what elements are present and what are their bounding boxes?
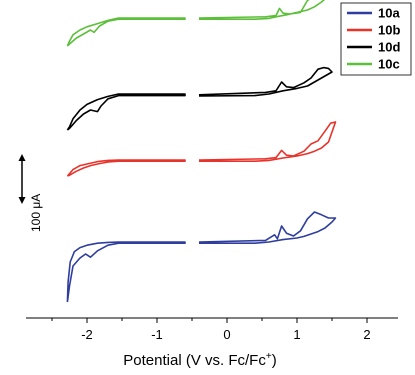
x-tick-label-2: 2 <box>363 327 370 342</box>
x-tick-label-0: 0 <box>223 327 230 342</box>
trace-10d-cathodic <box>66 93 186 131</box>
x-tick-label--2: -2 <box>81 327 93 342</box>
x-axis-title-superscript: + <box>266 351 272 362</box>
x-axis-title-tail: ) <box>272 352 277 369</box>
trace-10a-anodic <box>198 211 337 244</box>
trace-group <box>66 0 337 303</box>
scale-bar-arrow-up <box>18 154 26 161</box>
x-tick-label--1: -1 <box>151 327 163 342</box>
trace-10a-cathodic <box>66 241 186 303</box>
trace-10c-cathodic <box>66 17 186 47</box>
trace-10c-anodic <box>198 0 326 20</box>
legend: 10a 10b 10d 10c <box>340 2 412 76</box>
trace-10d-anodic <box>198 66 333 97</box>
legend-label-10d: 10d <box>378 40 400 55</box>
legend-label-10a: 10a <box>378 6 400 21</box>
x-tick-label-1: 1 <box>293 327 300 342</box>
trace-10b-anodic <box>198 121 337 162</box>
scale-bar-label: 100 μA <box>29 194 43 232</box>
scale-bar-arrow-down <box>18 197 26 204</box>
x-axis-title: Potential (V vs. Fc/Fc+) <box>123 351 276 369</box>
legend-label-10c: 10c <box>378 57 400 72</box>
scale-bar: 100 μA <box>18 154 43 232</box>
legend-label-10b: 10b <box>378 23 400 38</box>
x-ticks-group: -2 -1 0 1 2 <box>51 318 371 342</box>
trace-10b-cathodic <box>66 159 186 177</box>
